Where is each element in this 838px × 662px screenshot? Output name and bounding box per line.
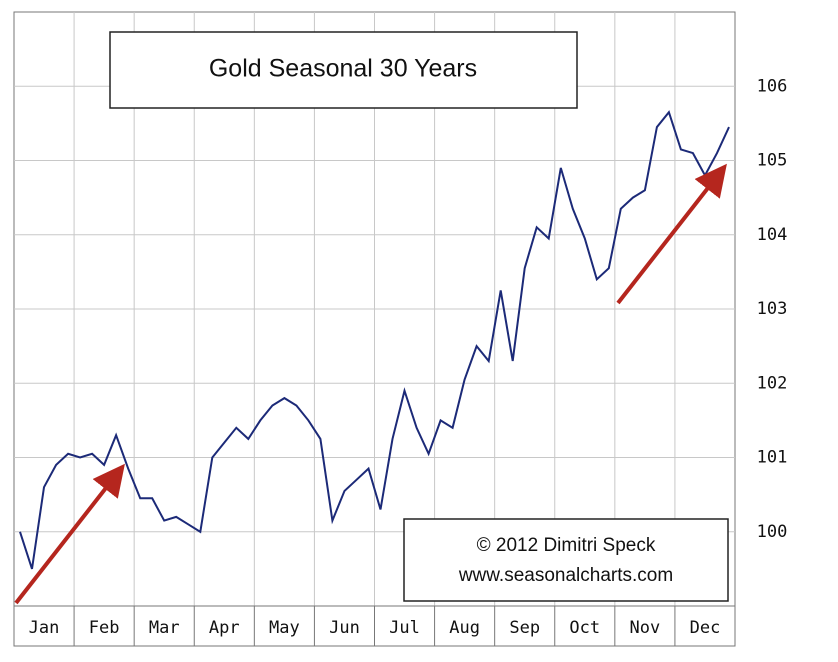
x-tick-label: May (269, 618, 300, 638)
title-box (109, 31, 578, 109)
y-tick-label: 104 (757, 225, 788, 245)
y-tick-label: 103 (757, 299, 788, 319)
x-tick-label: Sep (509, 618, 540, 638)
y-tick-label: 100 (757, 522, 788, 542)
credit-url: www.seasonalcharts.com (458, 565, 673, 586)
credit: © 2012 Dimitri Speck (477, 535, 656, 556)
x-tick-label: Feb (89, 618, 120, 638)
x-tick-label: Mar (149, 618, 180, 638)
y-tick-label: 105 (757, 151, 788, 171)
x-tick-label: Apr (209, 618, 240, 638)
chart-title: Gold Seasonal 30 Years (209, 55, 477, 83)
credit-box (403, 518, 729, 602)
x-tick-label: Dec (690, 618, 721, 638)
x-tick-label: Jun (329, 618, 360, 638)
price-line (19, 110, 730, 570)
y-tick-label: 102 (757, 373, 788, 393)
trend-arrow (14, 463, 125, 605)
x-tick-label: Nov (630, 618, 661, 638)
trend-arrow (616, 163, 727, 305)
x-tick-label: Aug (449, 618, 480, 638)
x-tick-label: Jul (389, 618, 420, 638)
x-tick-label: Jan (29, 618, 60, 638)
y-tick-label: 106 (757, 76, 788, 96)
y-tick-label: 101 (757, 448, 788, 468)
x-tick-label: Oct (569, 618, 600, 638)
